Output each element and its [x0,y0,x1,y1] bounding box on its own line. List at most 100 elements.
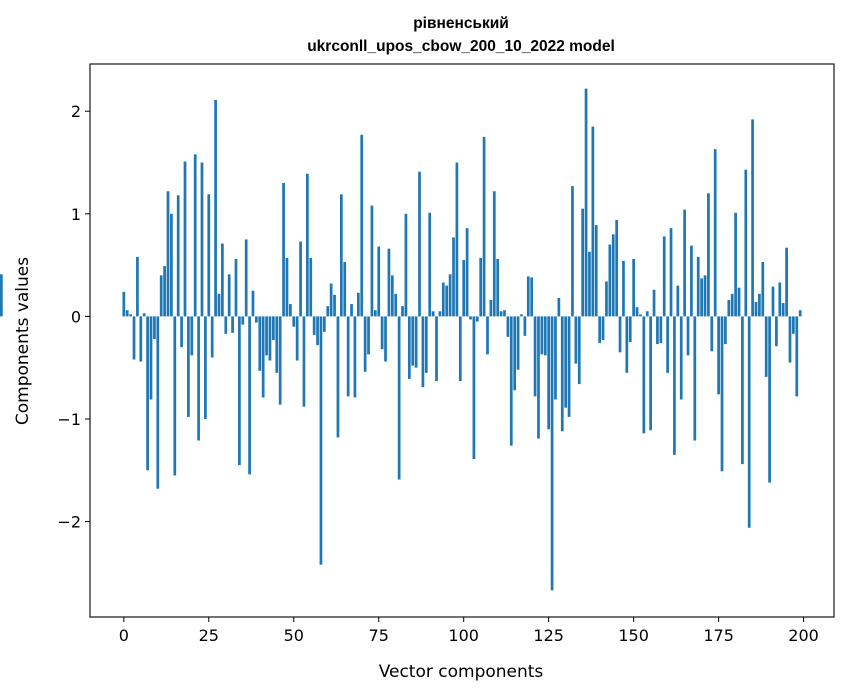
bar [441,282,445,317]
bar [217,293,221,317]
bar [136,256,139,317]
bar [258,316,262,371]
bar [557,297,561,317]
bar [526,276,530,317]
bar [377,246,381,317]
bar [275,316,279,373]
bar [737,287,741,317]
bar [455,162,459,317]
bar [571,186,574,317]
bar [326,306,330,317]
bar [458,316,462,382]
y-axis-label: Components values [13,257,33,425]
y-tick-label: 2 [71,102,81,121]
bar [339,194,343,317]
plot-frame [89,63,835,618]
bar [241,316,245,325]
bar [142,313,146,317]
bar [462,259,466,317]
bar [516,316,520,370]
bar [601,316,605,340]
bar [628,316,632,343]
bar [540,316,544,355]
bar [407,316,411,379]
bar [530,277,534,317]
bar [744,169,748,317]
bar [781,303,785,317]
bar [489,299,493,317]
bar [390,275,394,317]
bar [771,286,775,317]
bar [622,260,625,317]
bar [187,316,190,417]
bar [584,88,588,317]
y-axis-ticks: −2 −1 0 1 2 [57,102,90,532]
y-tick-label: 1 [71,205,81,224]
bar [346,316,350,397]
x-axis-label: Vector components [379,662,544,682]
bar [238,316,241,466]
bar [645,311,649,317]
bar [482,136,486,317]
bar [329,283,333,317]
bar [608,244,612,317]
bar [795,316,799,397]
bar [554,316,557,400]
x-tick-label: 25 [199,626,219,645]
bar [289,304,292,317]
bar [662,236,666,317]
bar [316,316,319,346]
bar [785,247,788,317]
x-tick-label: 100 [448,626,479,645]
bar [312,316,316,335]
bar [605,281,608,317]
bar [207,194,211,317]
bar [139,316,143,362]
bar [696,256,700,317]
bar [210,316,214,358]
x-tick-label: 175 [703,626,734,645]
bar [0,274,3,317]
bar [679,316,683,400]
bar [543,316,547,356]
bar [547,316,551,430]
bars-group [0,88,802,591]
bar [564,316,568,408]
bar [513,316,517,391]
bar [394,293,398,317]
bar [193,154,197,317]
bar [730,293,734,317]
bar [356,292,360,317]
bar [333,294,336,317]
bar [615,219,619,317]
bar [503,310,506,317]
bar [751,119,754,317]
bar [469,316,472,320]
bar [295,316,299,361]
x-axis-ticks: 0 25 50 75 100 125 150 175 200 [119,617,819,645]
bar [125,310,129,317]
bar [149,316,153,400]
bar [669,228,673,317]
bar [642,316,646,434]
bar [618,316,622,353]
bar [180,316,183,348]
bar [520,314,523,317]
bar [479,257,483,317]
bar [292,316,296,327]
chart-title-line1: рівненський [413,15,509,32]
bar [639,314,642,317]
bar [401,306,404,317]
bar [452,237,455,317]
bar [302,316,306,407]
bar [428,212,432,317]
y-tick-label: −1 [57,410,81,429]
bar [363,316,367,372]
bar [523,316,527,336]
bar [700,278,703,317]
bar [309,257,313,317]
bar [486,316,489,355]
bar [360,134,364,317]
bar [285,257,289,317]
bar [758,293,761,317]
